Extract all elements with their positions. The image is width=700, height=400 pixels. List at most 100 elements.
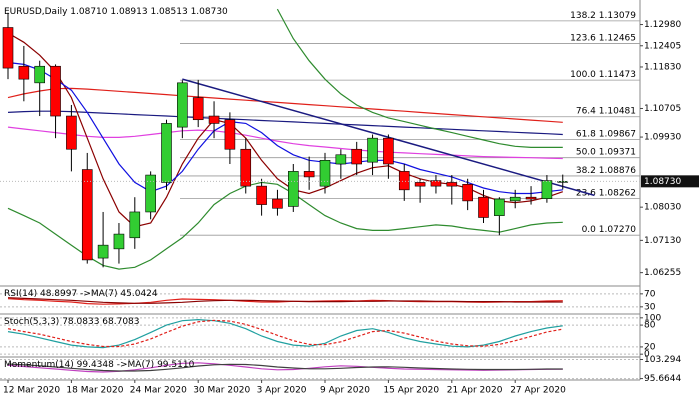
fib-label: 100.0 1.11473 <box>570 70 636 80</box>
indicator-line <box>7 61 563 195</box>
candle-body <box>478 196 489 218</box>
fib-label: 38.2 1.08876 <box>576 165 636 175</box>
indicator-header: Momentum(14) 99.4348 ->MA(7) 99.5110 <box>4 360 195 370</box>
candle-body <box>541 180 553 199</box>
fib-price: 1.13079 <box>599 10 636 20</box>
indicator-line <box>276 8 563 148</box>
series-last: 78.0833 <box>62 317 99 327</box>
candle-body <box>319 160 331 187</box>
ohlc-value: 1.08913 <box>110 7 147 17</box>
candle-body <box>129 211 141 239</box>
panel <box>0 317 640 355</box>
indicator-header: Stoch(5,3,3) 78.0833 68.7083 <box>4 317 140 327</box>
x-tick-label: 3 Apr 2020 <box>257 386 307 396</box>
indicator-name: Stoch(5,3,3) <box>4 317 59 327</box>
fib-level: 38.2 <box>576 165 596 175</box>
candle-body <box>335 154 347 165</box>
y-tick-label: 80 <box>644 321 656 331</box>
indicator-line <box>7 110 563 136</box>
candle-body <box>81 169 93 261</box>
y-tick-label: 103.294 <box>644 355 681 365</box>
fib-label: 76.4 1.10481 <box>576 106 636 116</box>
fib-label: 50.0 1.09371 <box>576 147 636 157</box>
indicator-line <box>7 319 563 348</box>
candle-body <box>462 183 473 202</box>
fib-level: 50.0 <box>576 147 596 157</box>
x-tick-label: 24 Mar 2020 <box>130 386 187 396</box>
candle-body <box>494 198 505 216</box>
candle-body <box>208 115 220 124</box>
chart-header: EURUSD,Daily 1.08710 1.08913 1.08513 1.0… <box>4 7 228 17</box>
series-last: 99.4348 <box>77 360 114 370</box>
y-tick-label: 1.07130 <box>644 236 681 246</box>
ohlc-value: 1.08730 <box>191 7 228 17</box>
fib-level: 61.8 <box>576 129 596 139</box>
candle-body <box>240 148 252 187</box>
candle-body <box>414 182 426 187</box>
series-last: 48.8997 <box>40 289 77 299</box>
fib-price: 1.12465 <box>599 33 636 43</box>
fib-price: 1.09371 <box>599 147 636 157</box>
ohlc-value: 1.08513 <box>150 7 187 17</box>
y-tick-label: 0 <box>644 350 650 360</box>
x-tick-label: 30 Mar 2020 <box>193 386 250 396</box>
y-tick-label: 1.09930 <box>644 133 681 143</box>
symbol: EURUSD,Daily <box>4 7 68 17</box>
y-tick-label: 95.6644 <box>644 374 681 384</box>
fib-price: 1.08876 <box>599 165 636 175</box>
candle-body <box>177 82 188 128</box>
y-tick-label: 1.12405 <box>644 41 681 51</box>
fib-label: 0.0 1.07270 <box>582 225 637 235</box>
y-tick-label: 1.12980 <box>644 20 681 30</box>
ohlc-value: 1.08710 <box>70 7 107 17</box>
candle-body <box>303 171 315 178</box>
indicator-line <box>7 297 563 304</box>
price-box <box>641 175 699 188</box>
panel <box>0 359 640 380</box>
indicator-line <box>7 87 563 123</box>
candle-body <box>557 181 569 183</box>
indicator-name: RSI(14) <box>4 289 37 299</box>
candle-body <box>50 65 61 117</box>
candle-body <box>161 123 172 183</box>
fib-label: 123.6 1.12465 <box>570 33 636 43</box>
y-tick-label: 1.10705 <box>644 104 681 114</box>
candle-body <box>34 65 46 84</box>
series-last: 45.0424 <box>120 289 157 299</box>
y-tick-label: 1.11830 <box>644 62 681 72</box>
x-tick-label: 21 Apr 2020 <box>447 386 503 396</box>
candle-body <box>272 198 283 209</box>
candle-body <box>66 115 77 150</box>
x-tick-label: 12 Mar 2020 <box>3 386 60 396</box>
indicator-line <box>7 181 563 270</box>
candle-body <box>192 97 204 121</box>
fib-label: 61.8 1.09867 <box>576 129 636 139</box>
candle-body <box>383 137 394 165</box>
candle-body <box>97 244 109 259</box>
indicator-line <box>7 126 563 160</box>
y-tick-label: 1.06255 <box>644 268 681 278</box>
fib-price: 1.10481 <box>599 106 636 116</box>
candle-body <box>2 27 14 69</box>
series-last: 99.5110 <box>157 360 194 370</box>
y-tick-label: 70 <box>644 289 656 299</box>
panel: 138.2 1.13079 123.6 1.12465 100.0 1.11473 7… <box>2 8 640 270</box>
x-tick-label: 27 Apr 2020 <box>510 386 566 396</box>
candle-body <box>367 137 378 163</box>
fib-price: 1.07270 <box>599 225 636 235</box>
y-tick-label: 20 <box>644 342 656 352</box>
candle-body <box>430 180 442 187</box>
fib-price: 1.08262 <box>599 188 636 198</box>
indicator-name: Momentum(14) <box>4 360 74 370</box>
indicator-header: RSI(14) 48.8997 ->MA(7) 45.0424 <box>4 289 158 299</box>
indicator-line <box>7 362 563 373</box>
candle-body <box>509 196 521 202</box>
x-tick-label: 18 Mar 2020 <box>66 386 123 396</box>
indicator-line <box>7 318 563 349</box>
candle-body <box>351 148 363 165</box>
candle-body <box>145 174 156 213</box>
candle-body <box>398 171 410 191</box>
y-tick-label: 1.08030 <box>644 203 681 213</box>
